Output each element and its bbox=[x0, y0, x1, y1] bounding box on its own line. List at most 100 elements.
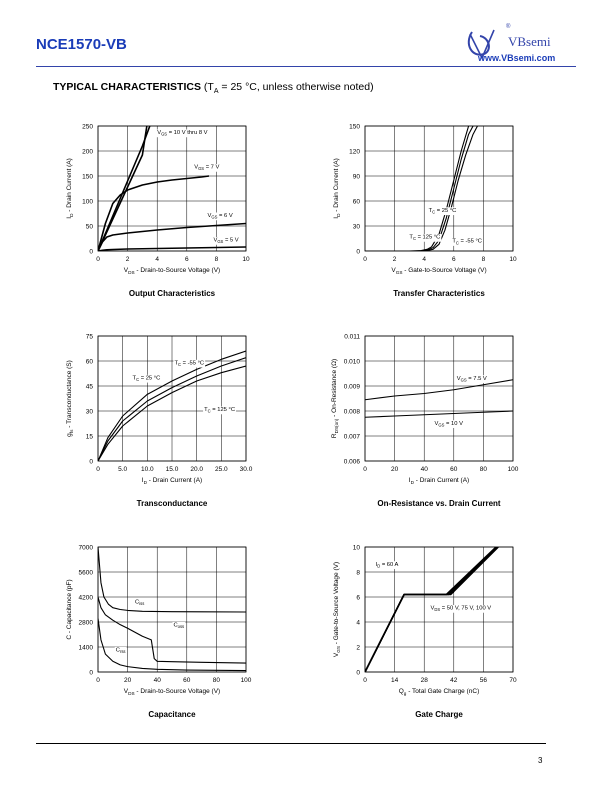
series-line bbox=[98, 222, 246, 251]
x-tick-label: 8 bbox=[215, 256, 219, 263]
y-axis-label: C - Capacitance (pF) bbox=[66, 579, 73, 639]
annotation-background bbox=[212, 237, 240, 245]
annotation-background bbox=[408, 234, 442, 242]
x-tick-label: 100 bbox=[508, 466, 519, 473]
plot-frame bbox=[97, 335, 247, 462]
annotation-background bbox=[156, 129, 209, 138]
series-line bbox=[365, 410, 513, 418]
annotation-label: Crss bbox=[116, 647, 126, 654]
annotation-label: Coss bbox=[173, 622, 184, 629]
x-tick-label: 20.0 bbox=[190, 466, 203, 473]
x-tick-label: 2 bbox=[393, 256, 397, 263]
y-tick-label: 0.009 bbox=[344, 383, 361, 390]
y-tick-label: 150 bbox=[82, 173, 93, 180]
x-tick-label: 14 bbox=[391, 677, 399, 684]
x-tick-label: 40 bbox=[421, 466, 429, 473]
x-axis-label: VDS - Drain-to-Source Voltage (V) bbox=[124, 688, 220, 696]
y-tick-label: 30 bbox=[86, 408, 94, 415]
plot-frame bbox=[364, 125, 514, 252]
y-axis-label: RDS(on) - On-Resistance (Ω) bbox=[331, 359, 339, 438]
x-tick-label: 100 bbox=[241, 677, 252, 684]
x-tick-label: 0 bbox=[363, 677, 367, 684]
x-tick-label: 15.0 bbox=[166, 466, 179, 473]
y-axis-label: ID - Drain Current (A) bbox=[333, 158, 341, 218]
annotation-label: VDS = 50 V, 75 V, 100 V bbox=[431, 606, 492, 613]
x-tick-label: 0 bbox=[96, 256, 100, 263]
x-tick-label: 0 bbox=[363, 466, 367, 473]
annotation-label: VGS = 5 V bbox=[213, 238, 238, 245]
x-tick-label: 30.0 bbox=[240, 466, 253, 473]
x-tick-label: 0 bbox=[96, 466, 100, 473]
y-tick-label: 6 bbox=[356, 594, 360, 601]
y-tick-label: 0 bbox=[356, 669, 360, 676]
x-tick-label: 4 bbox=[155, 256, 159, 263]
y-tick-label: 0 bbox=[356, 248, 360, 255]
vbsemi-logo-mark bbox=[467, 29, 495, 60]
y-tick-label: 75 bbox=[86, 333, 94, 340]
chart-transconductance: 0 5.0 10.0 15.0 20.0 25.0 30.0 0 15 30 45 60 75 ID - … bbox=[66, 333, 253, 508]
x-axis-label: VGS - Gate-to-Source Voltage (V) bbox=[391, 267, 486, 275]
y-tick-label: 200 bbox=[82, 148, 93, 155]
annotation-background bbox=[427, 207, 458, 216]
y-axis-label: VGS - Gate-to-Source Voltage (V) bbox=[333, 562, 341, 657]
series-line bbox=[98, 596, 246, 664]
y-axis-label: gfs - Transconductance (S) bbox=[66, 360, 74, 437]
x-tick-label: 70 bbox=[509, 677, 517, 684]
x-tick-label: 20 bbox=[391, 466, 399, 473]
x-tick-label: 5.0 bbox=[118, 466, 127, 473]
y-tick-label: 1400 bbox=[79, 644, 94, 651]
logo-brand: VBsemi bbox=[508, 34, 551, 49]
footer-rule bbox=[36, 743, 546, 744]
series-line bbox=[98, 618, 246, 672]
series-line bbox=[365, 126, 474, 251]
y-tick-label: 15 bbox=[86, 433, 94, 440]
series-line bbox=[365, 126, 470, 251]
series-line bbox=[365, 547, 499, 672]
annotation-background bbox=[203, 406, 237, 415]
x-axis-label: Qg - Total Gate Charge (nC) bbox=[399, 688, 480, 696]
series-line bbox=[98, 350, 246, 461]
series-line bbox=[98, 357, 246, 461]
x-tick-label: 20 bbox=[124, 677, 132, 684]
y-tick-label: 60 bbox=[353, 198, 361, 205]
annotation-background bbox=[173, 359, 206, 368]
x-tick-label: 10 bbox=[242, 256, 250, 263]
registered-mark: ® bbox=[506, 24, 511, 30]
y-tick-label: 100 bbox=[82, 198, 93, 205]
x-tick-label: 25.0 bbox=[215, 466, 228, 473]
annotation-label: VGS = 10 V thru 8 V bbox=[157, 130, 207, 137]
y-tick-label: 60 bbox=[86, 358, 94, 365]
x-tick-label: 56 bbox=[480, 677, 488, 684]
y-tick-label: 2800 bbox=[79, 619, 94, 626]
page-number: 3 bbox=[538, 756, 543, 765]
y-tick-label: 50 bbox=[86, 223, 94, 230]
section-heading: TYPICAL CHARACTERISTICS (TA = 25 °C, unl… bbox=[53, 81, 374, 95]
y-tick-label: 0 bbox=[89, 458, 93, 465]
chart-gate-charge: 0 14 28 42 56 70 0 2 4 6 8 10 Qg - Total Gate Charge… bbox=[333, 544, 517, 719]
annotation-label: TC = -55 °C bbox=[174, 360, 204, 367]
section-title: TYPICAL CHARACTERISTICS bbox=[53, 81, 201, 93]
annotation-label: VGS = 6 V bbox=[208, 213, 233, 220]
x-tick-label: 10.0 bbox=[141, 466, 154, 473]
x-tick-label: 8 bbox=[482, 256, 486, 263]
y-tick-label: 2 bbox=[356, 644, 360, 651]
x-tick-label: 0 bbox=[363, 256, 367, 263]
y-tick-label: 4200 bbox=[79, 594, 94, 601]
annotation-label: TC = -55 °C bbox=[452, 239, 482, 246]
x-axis-label: VDS - Drain-to-Source Voltage (V) bbox=[124, 267, 220, 275]
annotation-label: TC = 25 °C bbox=[429, 208, 457, 215]
plot-frame bbox=[364, 335, 514, 462]
chart-title: Gate Charge bbox=[415, 710, 463, 719]
series-line bbox=[98, 175, 210, 251]
y-axis-label: ID - Drain Current (A) bbox=[66, 158, 74, 218]
annotation-background bbox=[193, 164, 221, 172]
x-axis-label: ID - Drain Current (A) bbox=[409, 477, 469, 485]
y-tick-label: 0.007 bbox=[344, 433, 361, 440]
x-axis-label: ID - Drain Current (A) bbox=[142, 477, 202, 485]
annotation-background bbox=[206, 212, 234, 221]
y-tick-label: 30 bbox=[353, 223, 361, 230]
series-line bbox=[365, 379, 513, 401]
y-tick-label: 150 bbox=[349, 123, 360, 130]
x-tick-label: 2 bbox=[126, 256, 130, 263]
